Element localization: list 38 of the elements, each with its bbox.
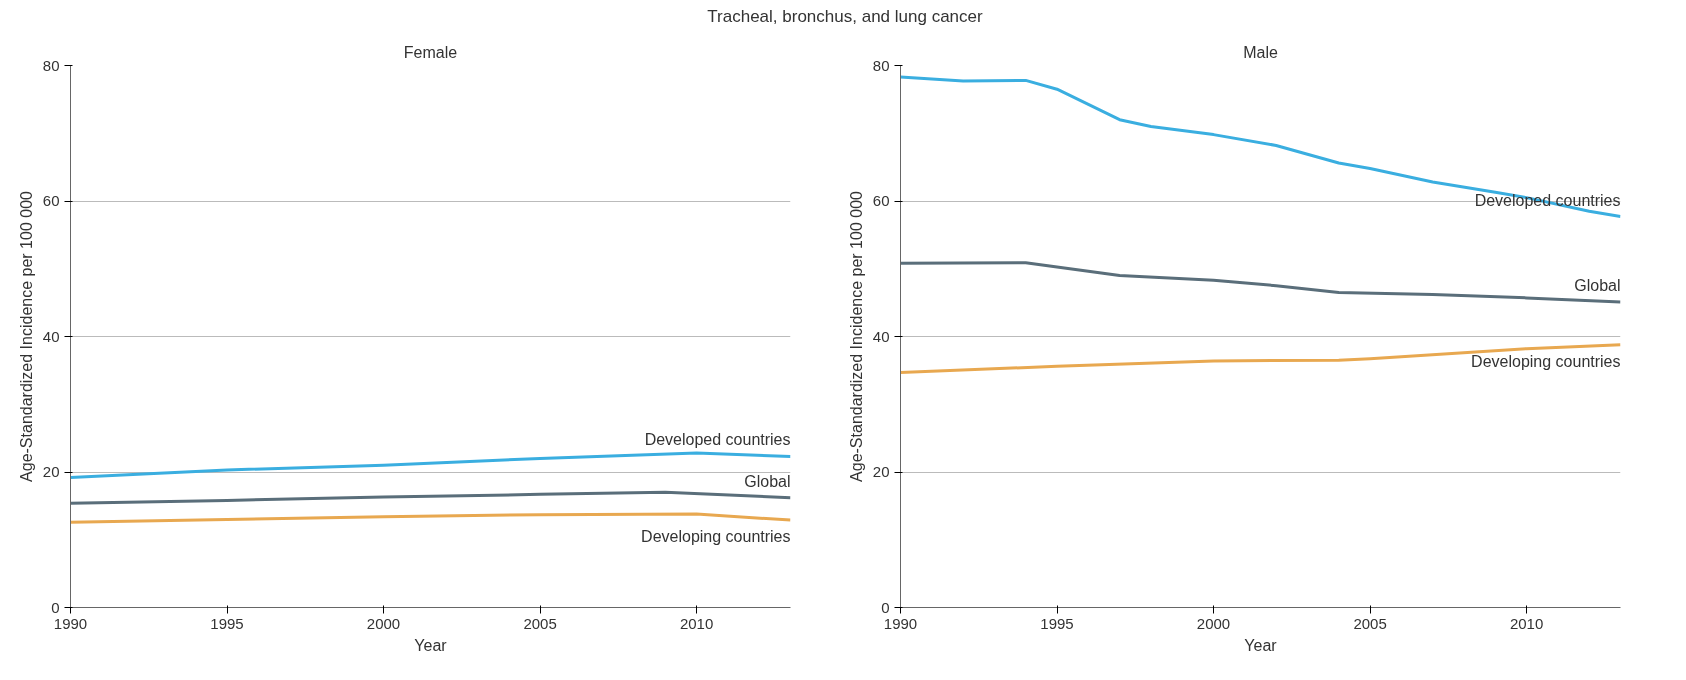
y-tick-label: 60 [872,192,890,209]
text: Tracheal, bronchus, and lung cancer [707,6,983,28]
x-tick-label: 1990 [53,614,88,632]
y-tick-label: 20 [42,463,60,480]
series-label: Developing countries [641,528,791,546]
y-tick-label: 40 [42,327,60,345]
line-series [900,75,1621,219]
y-axis-title: Age-Standardized Incidence per 100 000 [17,190,35,482]
y-tick-label: 20 [872,463,890,480]
x-tick-label: 2000 [1196,614,1231,632]
y-tick-label: 40 [872,327,890,345]
x-tick-label: 2010 [1509,614,1544,632]
series-label: Developed countries [644,431,791,449]
x-tick-label: 1995 [210,614,244,632]
line-series [70,512,791,524]
y-tick-label: 0 [51,598,60,616]
series-label: Global [744,472,791,490]
line-series [900,343,1621,374]
y-tick-label: 80 [872,56,890,74]
line-series [70,490,791,505]
y-axis-title: Age-Standardized Incidence per 100 000 [847,190,865,482]
x-axis-title: Year [1244,636,1278,654]
chart-subtitle: Female [403,43,458,61]
y-tick-label: 80 [42,56,60,74]
line-series [900,261,1621,304]
x-tick-label: 2000 [366,614,401,632]
series-label: Developing countries [1471,352,1621,370]
chart-subtitle: Male [1243,43,1278,61]
x-tick-label: 2005 [1353,614,1387,632]
series-label: Developed countries [1474,191,1621,209]
x-tick-label: 2010 [679,614,714,632]
y-tick-label: 0 [881,598,890,616]
y-tick-label: 60 [42,192,60,209]
x-tick-label: 1990 [883,614,918,632]
x-tick-label: 1995 [1040,614,1074,632]
x-axis-title: Year [414,636,448,654]
series-label: Global [1574,276,1621,294]
x-tick-label: 2005 [523,614,557,632]
